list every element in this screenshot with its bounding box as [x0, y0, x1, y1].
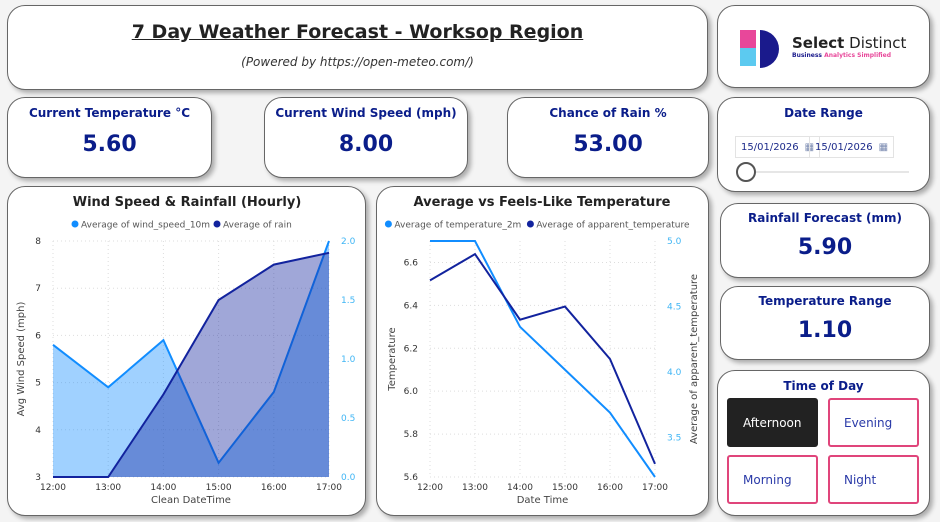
- date-range-label: Date Range: [784, 106, 863, 120]
- kpi-rainfall-forecast: Rainfall Forecast (mm) 5.90: [720, 203, 930, 278]
- title-card: 7 Day Weather Forecast - Worksop Region …: [7, 5, 708, 90]
- logo-text: Select Distinct Business Analytics Simpl…: [792, 34, 907, 59]
- page-subtitle: (Powered by https://open-meteo.com/): [241, 55, 474, 69]
- time-morning-button[interactable]: Morning: [727, 455, 818, 504]
- kpi-label: Current Wind Speed (mph): [275, 106, 457, 120]
- kpi-label: Rainfall Forecast (mm): [748, 211, 902, 225]
- kpi-label: Temperature Range: [758, 294, 892, 308]
- kpi-value: 8.00: [338, 132, 394, 157]
- kpi-value: 53.00: [573, 132, 643, 157]
- date-slider-track[interactable]: [744, 171, 909, 173]
- logo-card: Select Distinct Business Analytics Simpl…: [717, 5, 930, 88]
- start-date-input[interactable]: 15/01/2026 ▦: [735, 136, 821, 158]
- kpi-current-wind-speed: Current Wind Speed (mph) 8.00: [264, 97, 468, 178]
- date-range-slicer: Date Range 15/01/2026 ▦ 15/01/2026 ▦: [717, 97, 930, 192]
- temperature-chart-card: [376, 186, 709, 516]
- wind-rain-chart-card: [7, 186, 366, 516]
- time-night-button[interactable]: Night: [828, 455, 919, 504]
- kpi-label: Chance of Rain %: [549, 106, 667, 120]
- kpi-temperature-range: Temperature Range 1.10: [720, 286, 930, 360]
- page-title: 7 Day Weather Forecast - Worksop Region: [131, 21, 584, 43]
- kpi-current-temperature: Current Temperature °C 5.60: [7, 97, 212, 178]
- time-evening-button[interactable]: Evening: [828, 398, 919, 447]
- kpi-value: 5.90: [797, 235, 853, 260]
- time-afternoon-button[interactable]: Afternoon: [727, 398, 818, 447]
- end-date-input[interactable]: 15/01/2026 ▦: [809, 136, 895, 158]
- date-slider-handle[interactable]: [736, 162, 756, 182]
- kpi-value: 1.10: [797, 318, 853, 343]
- time-of-day-label: Time of Day: [783, 379, 864, 393]
- calendar-icon[interactable]: ▦: [878, 141, 889, 153]
- select-distinct-logo-icon: [740, 30, 779, 68]
- kpi-value: 5.60: [82, 132, 137, 157]
- time-of-day-slicer: Time of Day Afternoon Evening Morning Ni…: [717, 370, 930, 516]
- kpi-label: Current Temperature °C: [28, 106, 191, 120]
- kpi-chance-of-rain: Chance of Rain % 53.00: [507, 97, 709, 178]
